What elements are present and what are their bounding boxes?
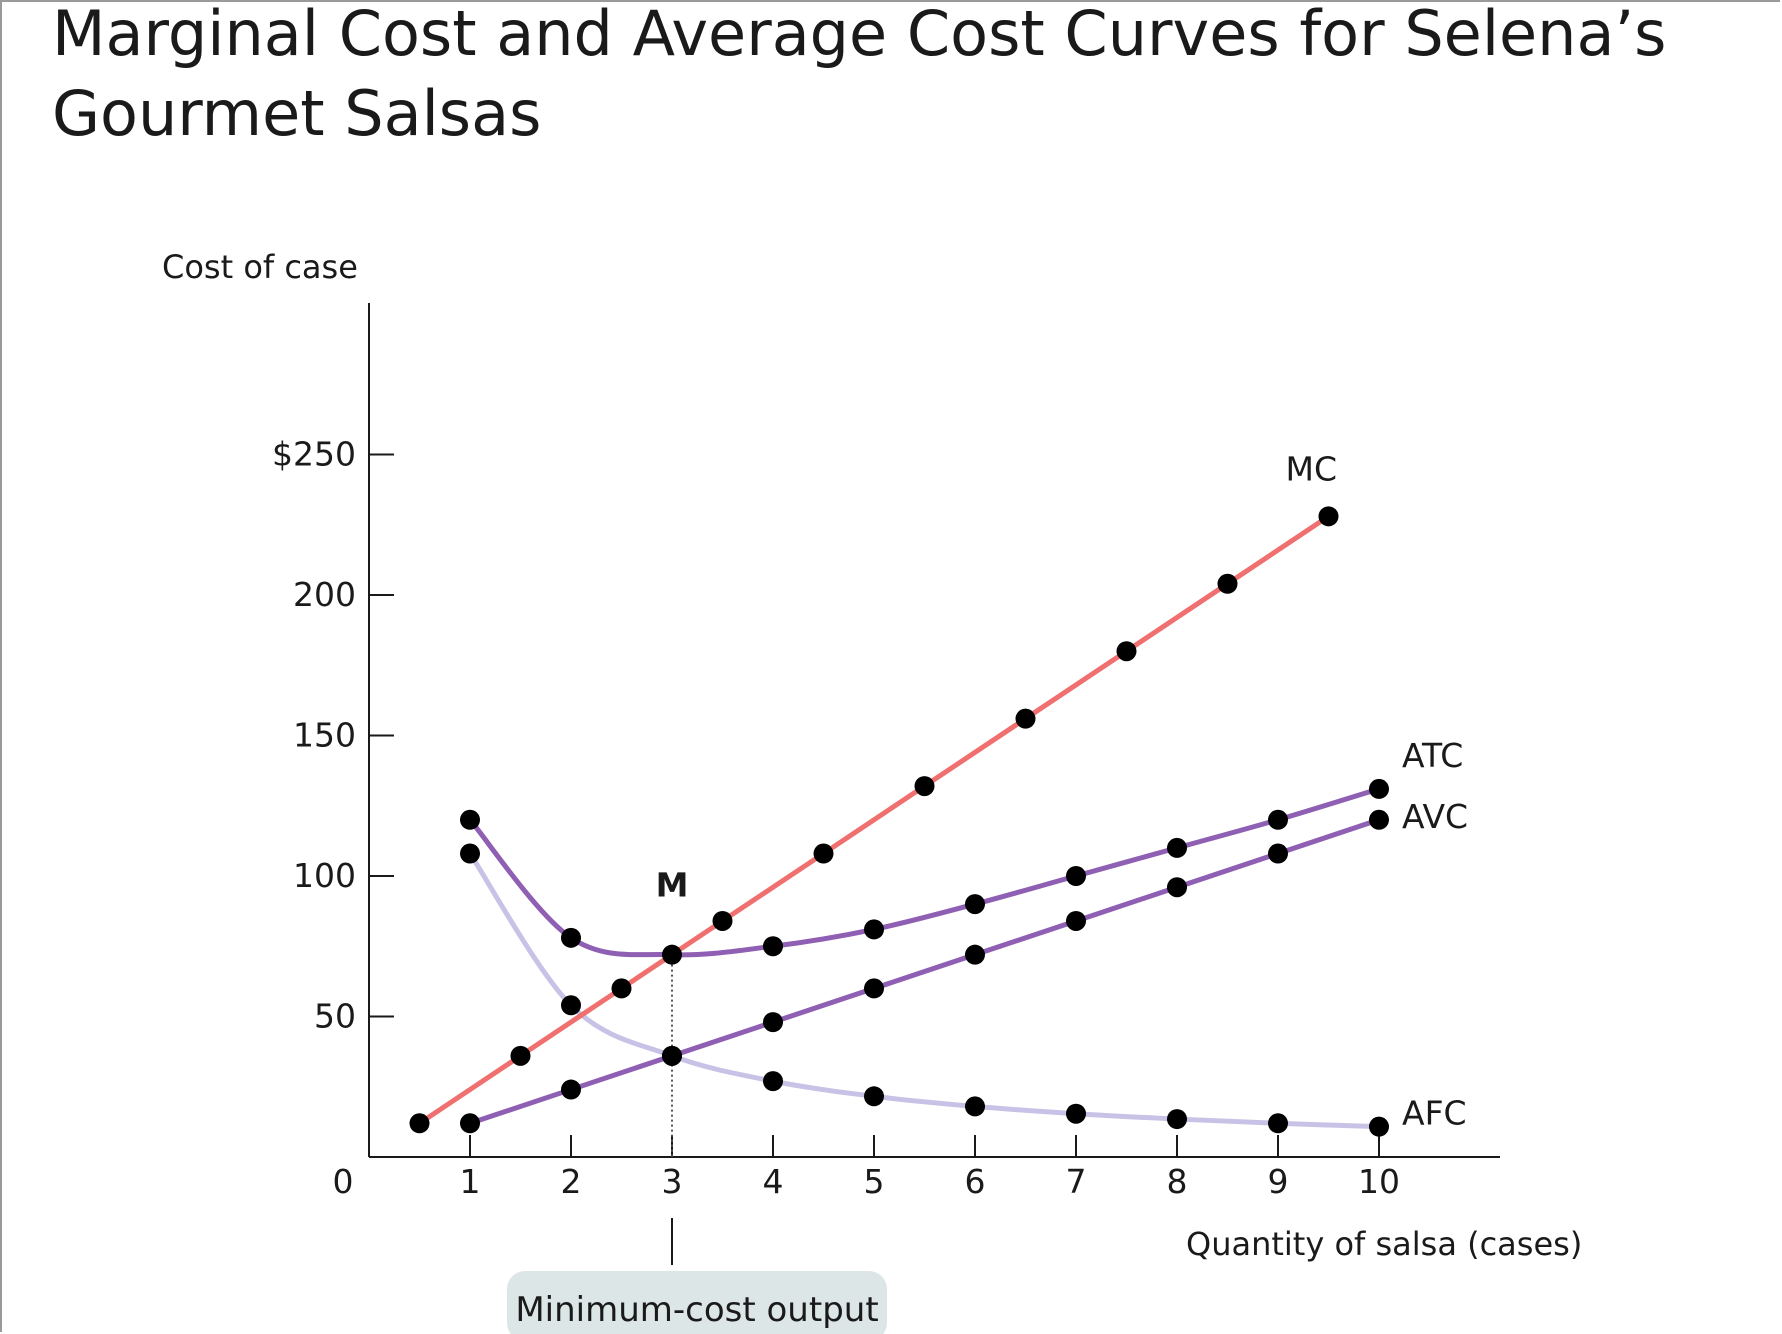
x-tick-label-5: 5 [864,1162,885,1201]
avc-point-10 [1369,809,1389,830]
x-tick-label-6: 6 [965,1162,986,1201]
atc-point-1 [460,809,480,830]
x-tick-label-0: 0 [333,1162,354,1201]
axes: Cost of case Quantity of salsa (cases) [162,248,1582,1263]
mc-curve [417,513,1331,1126]
mc-point-3 [611,978,632,999]
y-tick-label-250: $250 [272,435,356,474]
x-axis-label: Quantity of salsa (cases) [1186,1225,1582,1263]
y-tick-label-100: 100 [293,856,356,895]
x-tick-label-2: 2 [561,1162,582,1201]
atc-point-9 [1268,809,1288,830]
avc-label: AVC [1402,797,1468,836]
x-tick-label-7: 7 [1066,1162,1087,1201]
avc-point-2 [561,1079,581,1100]
curves [417,513,1382,1157]
mc-label: MC [1286,449,1338,488]
x-ticks: 0 1 2 3 4 5 6 7 8 9 10 [333,1135,1400,1201]
avc-point-1 [460,1113,480,1134]
x-tick-label-1: 1 [460,1162,481,1201]
atc-point-6 [965,894,985,915]
markers [409,506,1389,1137]
mc-point-5 [813,843,834,864]
y-tick-label-50: 50 [314,997,356,1036]
minimum-cost-label: Minimum-cost output [515,1290,878,1330]
mc-point-10 [1318,506,1339,527]
mc-point-9 [1217,573,1238,594]
minimum-cost-box [507,1271,887,1334]
mc-point-7 [1015,708,1036,729]
afc-point-4 [763,1071,783,1092]
afc-point-8 [1167,1109,1187,1130]
afc-point-5 [864,1086,884,1107]
minimum-point-label: M [656,866,689,905]
atc-label: ATC [1402,736,1463,775]
atc-curve [467,786,1382,958]
y-tick-label-150: 150 [293,716,356,755]
x-tick-label-8: 8 [1167,1162,1188,1201]
slide-title: Marginal Cost and Average Cost Curves fo… [52,0,1667,150]
avc-point-5 [864,978,884,999]
afc-point-9 [1268,1113,1288,1134]
mc-point-2 [510,1045,531,1066]
mc-point-6 [914,776,935,797]
avc-point-7 [1066,910,1086,931]
afc-label: AFC [1402,1094,1467,1133]
afc-point-1 [460,843,480,864]
atc-point-8 [1167,837,1187,858]
x-tick-label-4: 4 [763,1162,784,1201]
avc-point-3 [662,1045,682,1066]
atc-point-7 [1066,866,1086,886]
atc-point-4 [763,936,783,957]
avc-curve [467,817,1382,1126]
avc-point-9 [1268,843,1288,864]
y-tick-label-200: 200 [293,575,356,614]
mc-point-1 [409,1113,430,1134]
afc-point-6 [965,1096,985,1117]
avc-point-6 [965,944,985,965]
afc-point-7 [1066,1103,1086,1124]
x-tick-label-9: 9 [1268,1162,1289,1201]
afc-point-10 [1369,1116,1389,1137]
atc-point-3 [662,944,682,965]
avc-point-8 [1167,877,1187,898]
y-axis-label: Cost of case [162,248,358,286]
y-ticks: $250 200 150 100 50 [272,435,394,1036]
curve-labels: AFC AVC ATC MC M [656,449,1469,1132]
atc-point-2 [561,927,581,948]
x-tick-label-10: 10 [1358,1162,1400,1201]
atc-point-5 [864,919,884,940]
avc-point-4 [763,1012,783,1033]
afc-point-2 [561,995,581,1016]
mc-point-8 [1116,641,1137,662]
afc-curve [467,851,1382,1130]
x-tick-label-3: 3 [662,1162,683,1201]
atc-point-10 [1369,778,1389,799]
minimum-cost-annotation: Minimum-cost output [507,1218,887,1334]
mc-point-4 [712,910,733,931]
